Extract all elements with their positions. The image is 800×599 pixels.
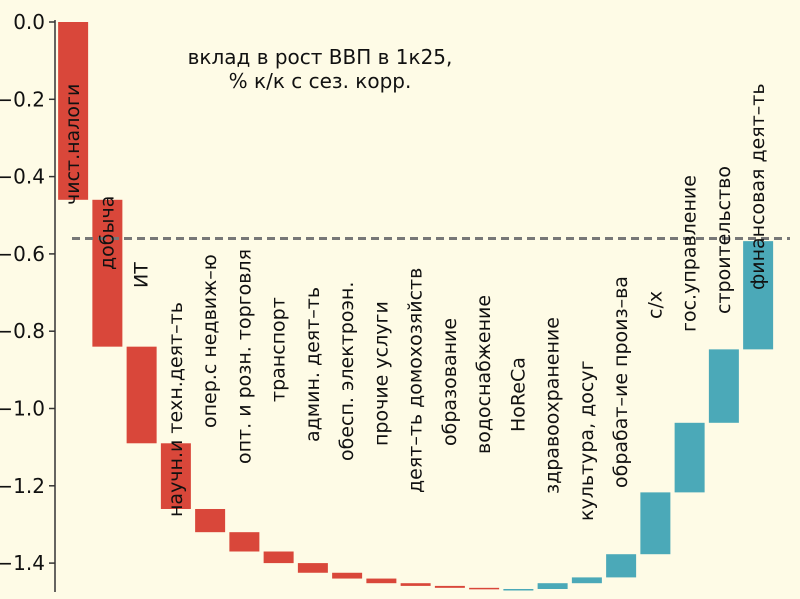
category-label: здравоохранение: [542, 317, 564, 494]
bar: [366, 578, 397, 584]
y-tick-label: −1.0: [0, 397, 45, 421]
bar: [708, 349, 739, 423]
category-labels: чист.налоги добыча ИТ научн.и техн.деят–ть о…: [62, 83, 769, 521]
bar: [297, 563, 328, 573]
category-label: чист.налоги: [62, 84, 84, 205]
category-label: строительство: [713, 166, 735, 314]
category-label: культура, досуг: [576, 360, 598, 521]
y-axis: 0.0 −0.2 −0.4 −0.6 −0.8 −1.0 −1.2 −1.4: [0, 10, 56, 592]
category-label: опт. и розн. торговля: [233, 249, 255, 464]
y-tick-label: −0.6: [0, 242, 45, 266]
category-label: с/х: [644, 291, 666, 319]
y-tick-label: −0.8: [0, 319, 45, 343]
category-label: научн.и техн.деят–ть: [165, 302, 187, 517]
bar: [58, 22, 89, 200]
chart-title-line1: вклад в рост ВВП в 1к25,: [188, 45, 453, 69]
y-tick-label: −0.4: [0, 165, 45, 189]
category-label: ИТ: [131, 262, 153, 288]
y-tick-label: −1.4: [0, 551, 45, 575]
y-tick-label: −1.2: [0, 474, 45, 498]
category-label: админ. деят–ть: [302, 287, 324, 442]
category-label: HoReCa: [507, 357, 529, 432]
bar: [400, 583, 431, 586]
bar: [503, 588, 534, 591]
bar: [92, 199, 123, 347]
category-label: обесп. электроэн.: [336, 282, 358, 461]
bar: [434, 585, 465, 588]
bar: [640, 492, 671, 555]
bar: [229, 532, 260, 552]
category-label: прочие услуги: [370, 301, 392, 446]
category-label: опер.с недвиж–ю: [199, 254, 221, 428]
bar: [195, 508, 226, 533]
category-label: образование: [439, 318, 461, 446]
bar: [469, 587, 500, 590]
category-label: добыча: [96, 196, 118, 270]
bar: [674, 422, 705, 493]
bar: [332, 572, 363, 579]
bar: [263, 551, 294, 564]
category-label: водоснабжение: [473, 295, 495, 454]
category-label: финансовая деят–ть: [747, 83, 769, 290]
y-tick-label: −0.2: [0, 87, 45, 111]
bar: [537, 583, 568, 589]
bar: [743, 241, 774, 350]
category-label: транспорт: [268, 297, 290, 402]
bar: [571, 577, 602, 584]
bar: [606, 554, 637, 578]
category-label: деят–ть домохозяйств: [405, 268, 427, 493]
bar: [126, 346, 157, 444]
bars-group: [58, 22, 774, 591]
bar: [160, 443, 191, 509]
category-label: обрабат–ие произ–ва: [610, 276, 632, 488]
chart-title-line2: % к/к с сез. корр.: [229, 69, 412, 93]
y-tick-label: 0.0: [13, 10, 45, 34]
category-label: гос.управление: [679, 175, 701, 332]
